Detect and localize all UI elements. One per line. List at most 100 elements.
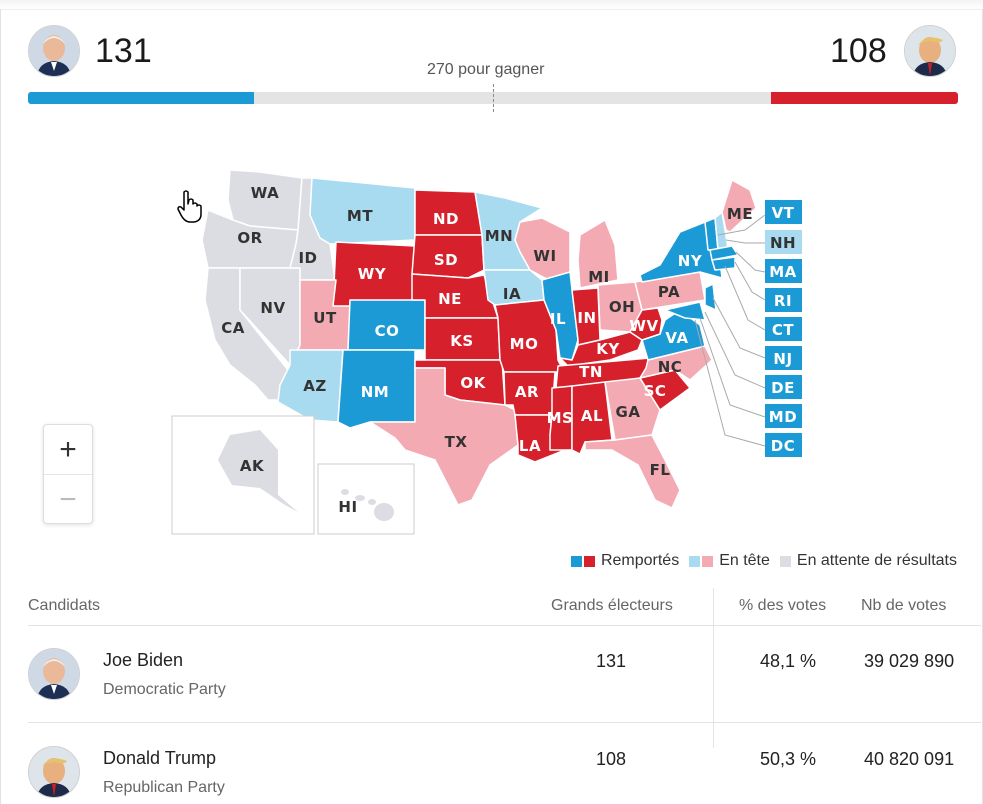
label-NY: NY [678, 252, 703, 270]
top-shadow [0, 0, 983, 10]
label-MA: MA [769, 263, 797, 281]
hand-cursor-icon [177, 190, 202, 223]
swatch-dem-won [570, 555, 582, 567]
label-WA: WA [251, 184, 279, 202]
zoom-out-button[interactable]: − [44, 474, 92, 524]
label-NJ: NJ [773, 350, 792, 368]
dem-progress-fill [28, 92, 255, 104]
dem-score: 131 [95, 32, 152, 70]
label-SC: SC [644, 382, 667, 400]
label-MT: MT [347, 207, 373, 225]
state-MT [309, 177, 416, 245]
swatch-rep-lead [702, 555, 714, 567]
biden-row-avatar [28, 648, 80, 700]
table-header-divider [28, 625, 981, 626]
us-electoral-map[interactable]: WA OR CA NV ID MT WY UT AZ CO NM ND SD N… [160, 160, 810, 540]
label-CO: CO [375, 322, 400, 340]
rep-progress-fill [771, 92, 958, 104]
zoom-in-button[interactable]: + [59, 432, 77, 466]
label-IA: IA [503, 285, 521, 303]
swatch-pending [779, 555, 791, 567]
state-SD [411, 234, 485, 279]
label-PA: PA [658, 283, 680, 301]
row-pct: 50,3 % [760, 749, 817, 769]
state-HI[interactable] [341, 489, 394, 521]
label-NM: NM [361, 383, 389, 401]
label-DE: DE [771, 379, 795, 397]
label-MI: MI [588, 268, 610, 286]
col-candidates: Candidats [28, 597, 101, 614]
label-NC: NC [658, 358, 683, 376]
row-party: Democratic Party [103, 681, 226, 698]
state-NJ [704, 283, 717, 311]
state-CT-RI [711, 256, 736, 271]
map-legend: Remportés En tête En attente de résultat… [561, 552, 957, 570]
rep-score: 108 [830, 32, 887, 70]
table-column-divider [713, 588, 714, 748]
row-name: Donald Trump [103, 748, 217, 768]
label-HI: HI [338, 498, 357, 516]
label-UT: UT [313, 309, 337, 327]
label-OK: OK [460, 374, 486, 392]
state-labels: WA OR CA NV ID MT WY UT AZ CO NM ND SD N… [221, 184, 797, 516]
label-FL: FL [650, 461, 671, 479]
label-SD: SD [434, 251, 458, 269]
legend-won-label: Remportés [600, 552, 680, 569]
row-name: Joe Biden [103, 650, 184, 670]
label-GA: GA [616, 403, 641, 421]
label-OR: OR [237, 229, 262, 247]
label-AZ: AZ [303, 377, 327, 395]
label-VA: VA [665, 329, 688, 347]
label-LA: LA [519, 437, 541, 455]
label-VT: VT [772, 204, 795, 222]
col-pct: % des votes [739, 597, 827, 614]
state-ME [721, 179, 757, 233]
state-DE-MD [664, 301, 706, 321]
state-AK[interactable] [218, 430, 298, 512]
threshold-marker [493, 84, 494, 112]
legend-won: Remportés [570, 552, 680, 570]
label-CT: CT [772, 321, 795, 339]
col-votes: Nb de votes [861, 597, 947, 614]
state-MA [709, 245, 739, 261]
legend-leading-label: En tête [719, 552, 770, 569]
callout-boxes[interactable] [765, 200, 802, 457]
label-AK: AK [240, 457, 265, 475]
row-divider [28, 722, 981, 723]
legend-pending: En attente de résultats [779, 552, 957, 570]
row-party: Republican Party [103, 779, 225, 796]
hawaii-inset [317, 463, 415, 535]
row-votes: 40 820 091 [864, 749, 955, 769]
label-IN: IN [577, 309, 596, 327]
label-ME: ME [727, 205, 753, 223]
label-RI: RI [774, 292, 792, 310]
row-pct: 48,1 % [760, 651, 817, 671]
label-IL: IL [550, 310, 566, 328]
label-MO: MO [510, 335, 539, 353]
map-zoom-controls: + − [43, 424, 93, 524]
trump-avatar [904, 25, 956, 77]
row-electors: 108 [596, 749, 627, 769]
trump-row-avatar [28, 746, 80, 798]
state-MI [577, 219, 619, 289]
label-MN: MN [485, 227, 513, 245]
label-OH: OH [609, 298, 635, 316]
swatch-dem-lead [689, 555, 701, 567]
label-WI: WI [533, 247, 556, 265]
label-DC: DC [771, 437, 795, 455]
state-NC [639, 345, 713, 381]
callout-lines [694, 214, 766, 447]
label-AR: AR [515, 383, 539, 401]
label-NH: NH [770, 234, 796, 252]
label-MD: MD [769, 408, 797, 426]
label-WV: WV [629, 317, 658, 335]
label-NE: NE [438, 290, 462, 308]
label-ND: ND [433, 210, 459, 228]
label-KS: KS [450, 332, 473, 350]
label-CA: CA [221, 319, 245, 337]
row-electors: 131 [596, 651, 627, 671]
label-NV: NV [260, 299, 285, 317]
label-TN: TN [579, 363, 603, 381]
state-FL [584, 434, 681, 509]
legend-pending-label: En attente de résultats [796, 552, 957, 569]
